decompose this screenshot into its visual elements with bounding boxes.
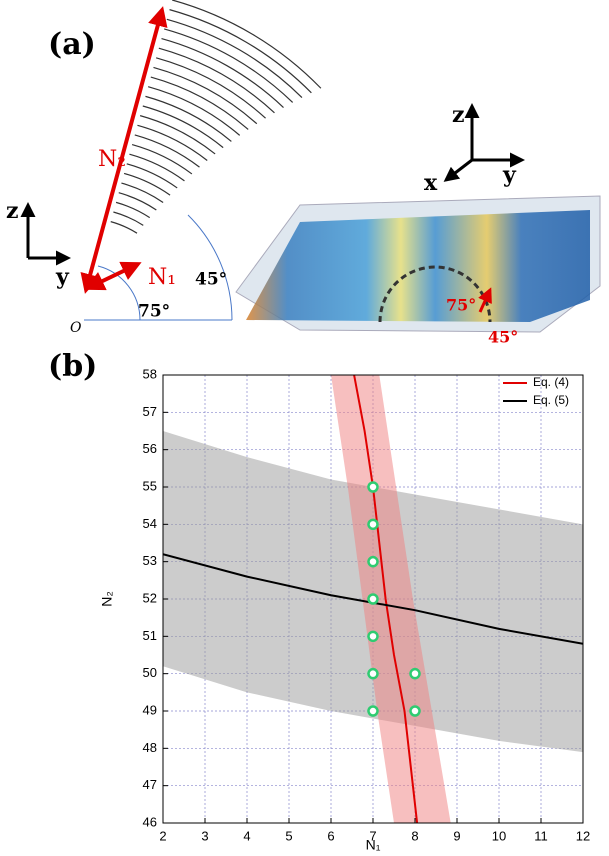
fan-arc [121, 182, 164, 203]
fan-arc [115, 201, 151, 219]
model-surface [246, 210, 590, 322]
fan-arc [155, 57, 266, 119]
fan-arc [123, 172, 171, 196]
y-tick-label: 56 [143, 441, 157, 456]
axis-arrow [443, 158, 473, 182]
angle-label: 75° [446, 296, 476, 315]
y-tick-label: 54 [143, 516, 157, 531]
x-tick-label: 6 [327, 828, 334, 843]
plot-frame [162, 374, 584, 824]
fan-arc [158, 47, 275, 114]
fan-arc [172, 0, 322, 89]
y-tick-label: 47 [143, 777, 157, 792]
x-tick-label: 2 [159, 828, 166, 843]
y-axis-label: N₂ [99, 591, 115, 607]
data-point [367, 481, 379, 493]
angle-label: 45° [488, 328, 518, 347]
data-point [367, 667, 379, 680]
y-tick-label: 58 [143, 366, 157, 381]
x-tick-label: 10 [492, 828, 506, 843]
panel-label: (a) [48, 27, 96, 62]
angle-arc [187, 214, 233, 321]
ellipse-ring [378, 265, 492, 323]
y-tick-label: 49 [143, 702, 157, 717]
x-tick-label: 4 [243, 828, 250, 843]
y-tick-label: 52 [143, 590, 157, 605]
band [331, 375, 451, 823]
data-point [409, 705, 421, 717]
arrow-3d [478, 287, 492, 313]
x-tick-label: 3 [201, 828, 208, 843]
n1-label: N₁ [148, 265, 176, 290]
fan-arc [166, 18, 303, 98]
axis-label: x [424, 170, 438, 196]
y-tick-label: 55 [143, 478, 157, 493]
fan-arc [137, 124, 208, 161]
y-tick-label: 53 [143, 553, 157, 568]
y-tick-label: 46 [143, 814, 157, 829]
angle-label: 45° [195, 270, 227, 290]
axis-label: y [55, 264, 70, 290]
data-point [367, 705, 379, 717]
legend-label: Eq. (4) [533, 375, 569, 389]
x-tick-label: 12 [576, 828, 590, 843]
x-tick-label: 9 [453, 828, 460, 843]
fan-arc [131, 143, 193, 175]
series-line [353, 375, 419, 823]
axis-label: z [6, 198, 19, 224]
x-tick-label: 8 [411, 828, 418, 843]
fan-arc [161, 37, 284, 108]
fan-arc [169, 9, 312, 94]
y-tick-label: 48 [143, 740, 157, 755]
data-point [367, 593, 379, 605]
data-point [367, 555, 379, 568]
data-point [409, 667, 421, 680]
data-point [367, 630, 379, 643]
origin-label: O [70, 320, 82, 336]
data-point [367, 518, 379, 531]
x-tick-label: 11 [534, 828, 548, 843]
fan-arc [164, 28, 294, 103]
axis-label: z [452, 102, 465, 128]
x-axis-label: N₁ [366, 837, 381, 853]
n2-label: N₂ [98, 147, 126, 172]
y-tick-label: 51 [143, 628, 157, 643]
n1-arrow [84, 261, 142, 291]
axis-label: y [502, 162, 517, 188]
chart: 2 3 4 5 6 7 8 9 10 11 1246474849505152535455565758… [99, 366, 591, 852]
fan-arc [134, 134, 200, 168]
n2-arrow [80, 6, 168, 294]
y-tick-label: 57 [143, 404, 157, 419]
angle-label: 75° [138, 302, 170, 322]
fan-arc [110, 221, 138, 234]
layer-fan [110, 0, 322, 234]
panel-label: (b) [48, 349, 97, 384]
legend-label: Eq. (5) [533, 393, 569, 407]
x-tick-label: 7 [369, 828, 376, 843]
y-tick-label: 50 [143, 665, 157, 680]
plot [163, 375, 583, 823]
x-tick-label: 5 [285, 828, 292, 843]
